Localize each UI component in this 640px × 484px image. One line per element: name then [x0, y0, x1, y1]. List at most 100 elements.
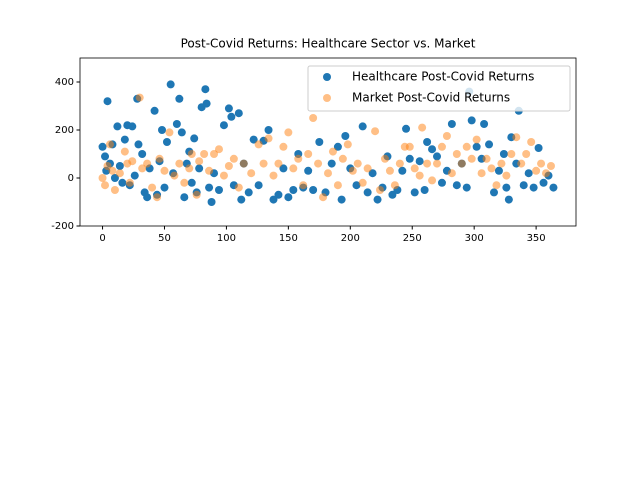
scatter-point [165, 128, 174, 137]
scatter-point [128, 157, 137, 166]
scatter-point [497, 159, 506, 168]
scatter-point [247, 169, 256, 178]
x-tick-label: 100 [217, 233, 236, 244]
scatter-point [467, 116, 476, 125]
scatter-point [314, 159, 323, 168]
scatter-point [534, 144, 543, 152]
scatter-point [224, 162, 233, 170]
scatter-point [467, 154, 476, 163]
scatter-point [134, 140, 143, 149]
scatter-point [158, 126, 167, 134]
scatter-point [224, 104, 233, 113]
scatter-point [279, 142, 288, 151]
scatter-point [519, 181, 528, 190]
scatter-point [428, 145, 437, 154]
scatter-point [447, 120, 456, 128]
scatter-point [274, 190, 283, 199]
scatter-point [249, 135, 258, 144]
scatter-point [499, 150, 508, 158]
scatter-point [101, 152, 110, 161]
scatter-point [160, 166, 169, 175]
scatter-point [269, 195, 278, 204]
scatter-point [103, 97, 112, 106]
scatter-point [494, 166, 503, 175]
scatter-point [166, 80, 175, 89]
scatter-point [352, 181, 361, 190]
scatter-point [110, 174, 119, 182]
y-tick-label: 200 [55, 125, 74, 136]
scatter-point [205, 166, 214, 175]
scatter-point [405, 142, 414, 151]
scatter-point [190, 134, 199, 143]
scatter-point [115, 162, 124, 170]
scatter-point [405, 154, 414, 163]
legend-box [307, 65, 571, 112]
scatter-point [219, 171, 228, 180]
scatter-point [504, 195, 513, 204]
scatter-point [274, 159, 283, 168]
y-tick-label: 400 [55, 77, 74, 88]
legend-marker [323, 73, 331, 81]
scatter-point [522, 150, 531, 158]
scatter-point [328, 147, 337, 156]
legend-label: Market Post-Covid Returns [352, 91, 510, 105]
scatter-point [201, 85, 210, 94]
scatter-point [371, 127, 380, 136]
scatter-point [207, 198, 216, 206]
scatter-point [304, 166, 313, 175]
scatter-point [113, 122, 122, 131]
x-tick-label: 300 [465, 233, 484, 244]
scatter-point [115, 169, 124, 178]
scatter-point [160, 183, 169, 192]
scatter-point [185, 164, 194, 173]
scatter-point [402, 124, 411, 133]
scatter-point [529, 183, 538, 192]
scatter-point [101, 181, 110, 190]
scatter-point [309, 186, 318, 194]
scatter-point [437, 142, 446, 151]
scatter-point [155, 154, 164, 163]
scatter-point [388, 190, 397, 199]
scatter-point [348, 166, 357, 175]
scatter-point [219, 121, 228, 130]
scatter-point [237, 195, 246, 204]
scatter-point [472, 135, 481, 144]
scatter-point [358, 122, 367, 131]
scatter-point [368, 169, 377, 178]
scatter-point [437, 178, 446, 187]
scatter-point [423, 138, 432, 146]
scatter-point [187, 178, 196, 187]
scatter-point [264, 134, 273, 143]
scatter-point [517, 159, 526, 168]
scatter-point [480, 120, 489, 128]
scatter-point [128, 122, 137, 131]
scatter-point [138, 150, 147, 158]
scatter-point [143, 193, 152, 202]
x-tick-label: 200 [341, 233, 360, 244]
scatter-point [410, 188, 419, 197]
scatter-point [214, 145, 223, 154]
scatter-point [108, 166, 117, 175]
scatter-point [418, 123, 427, 132]
scatter-point [333, 181, 342, 190]
scatter-point [373, 195, 382, 204]
scatter-point [420, 186, 429, 194]
scatter-point [98, 142, 107, 151]
scatter-point [485, 140, 494, 149]
scatter-point [502, 183, 511, 192]
scatter-point [150, 106, 159, 115]
scatter-point [279, 164, 288, 173]
scatter-point [309, 114, 318, 122]
scatter-point [148, 183, 157, 192]
x-tick-label: 150 [279, 233, 298, 244]
scatter-point [542, 169, 551, 178]
scatter-point [376, 186, 385, 194]
scatter-point [477, 169, 486, 178]
scatter-point [234, 183, 243, 192]
scatter-point [415, 171, 424, 180]
scatter-point [135, 93, 144, 102]
scatter-point [210, 150, 219, 158]
legend-marker [323, 94, 331, 102]
scatter-point [315, 138, 324, 146]
